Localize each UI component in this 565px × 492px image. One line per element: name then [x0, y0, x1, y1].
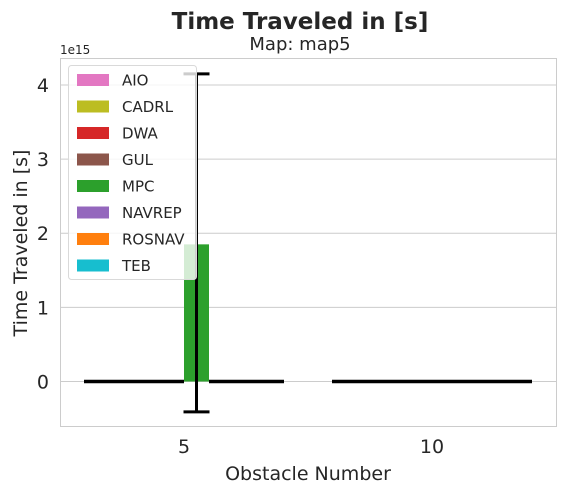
legend-label-mpc: MPC	[122, 178, 154, 196]
y-tick-labels: 0 1 2 3 4	[37, 75, 49, 394]
legend-swatch-gul	[77, 153, 109, 166]
y-tick-label: 2	[37, 223, 49, 245]
x-tick-labels: 5 10	[178, 436, 444, 458]
legend-label-navrep: NAVREP	[122, 204, 182, 222]
legend-swatch-cadrl	[77, 100, 109, 113]
x-tick-label: 5	[178, 436, 190, 458]
legend-swatch-navrep	[77, 206, 109, 219]
y-tick-label: 4	[37, 75, 49, 97]
y-tick-label: 3	[37, 149, 49, 171]
legend-label-teb: TEB	[121, 257, 151, 275]
legend-label-cadrl: CADRL	[122, 98, 174, 116]
legend-swatch-mpc	[77, 180, 109, 192]
x-axis-label: Obstacle Number	[225, 463, 391, 485]
y-tick-label: 0	[37, 372, 49, 394]
y-axis-label: Time Traveled in [s]	[10, 150, 32, 338]
legend-swatch-aio	[77, 74, 109, 86]
legend-frame	[68, 65, 197, 280]
legend-swatch-teb	[77, 259, 109, 272]
legend-label-rosnav: ROSNAV	[122, 231, 185, 249]
legend: AIO CADRL DWA GUL MPC NAVREP ROSNAV TEB	[68, 65, 197, 280]
legend-label-aio: AIO	[122, 72, 149, 90]
chart-subtitle: Map: map5	[249, 34, 350, 55]
x-tick-label: 10	[420, 436, 444, 458]
legend-label-dwa: DWA	[122, 125, 159, 143]
y-tick-label: 1	[37, 297, 49, 319]
legend-swatch-rosnav	[77, 233, 109, 245]
legend-swatch-dwa	[77, 127, 109, 139]
y-exponent-label: 1e15	[60, 43, 90, 57]
legend-label-gul: GUL	[122, 151, 154, 169]
chart-title: Time Traveled in [s]	[172, 9, 429, 35]
